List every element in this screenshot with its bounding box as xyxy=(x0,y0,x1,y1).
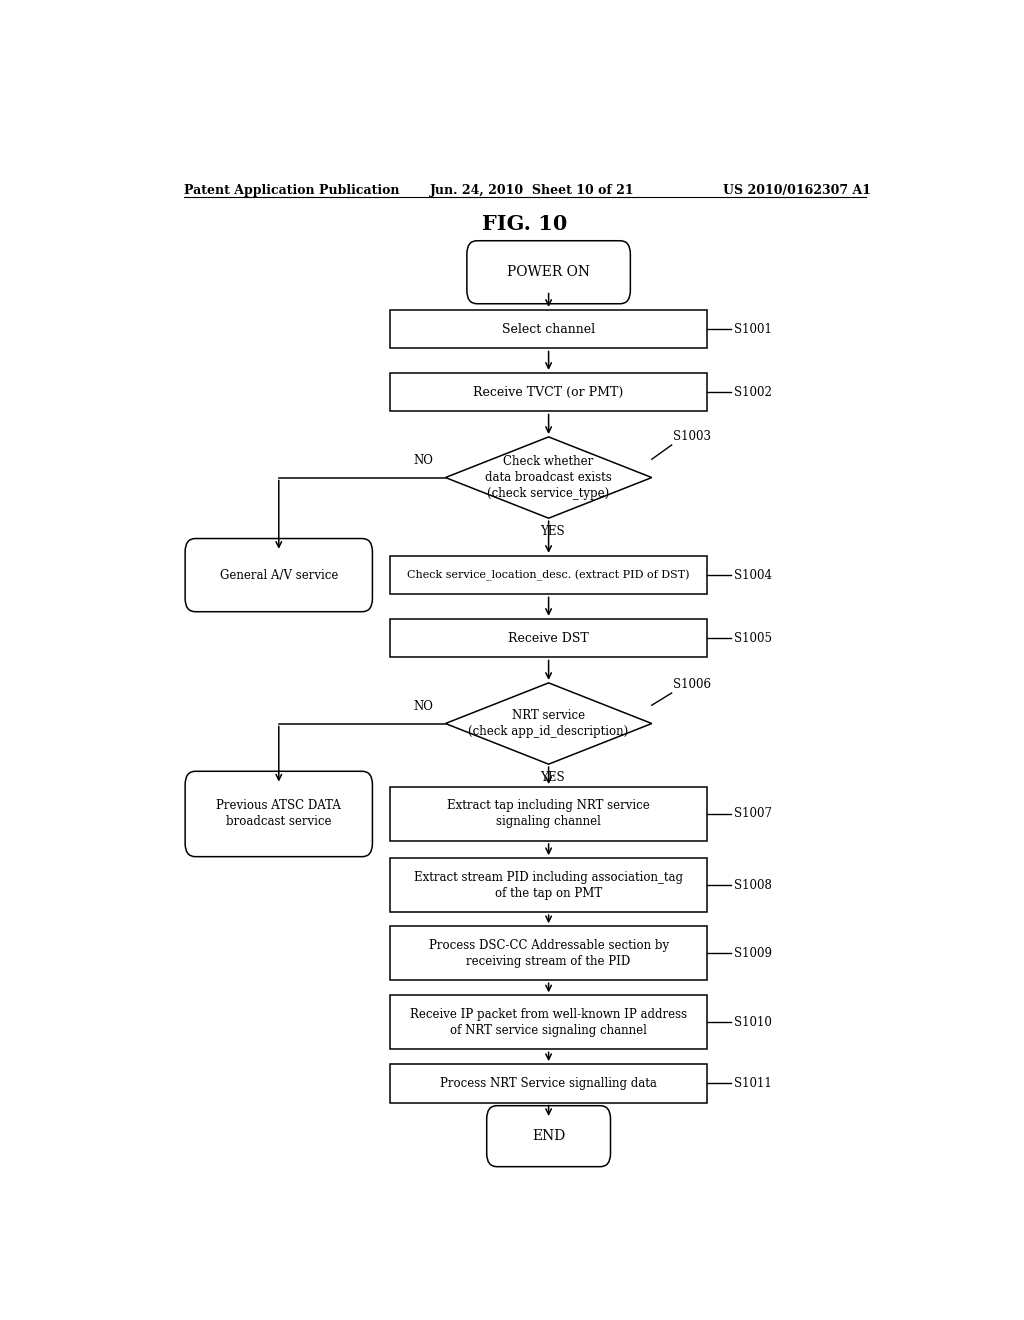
Text: S1001: S1001 xyxy=(733,322,771,335)
Text: Receive TVCT (or PMT): Receive TVCT (or PMT) xyxy=(473,385,624,399)
Text: NRT service
(check app_id_description): NRT service (check app_id_description) xyxy=(469,709,629,738)
FancyBboxPatch shape xyxy=(185,771,373,857)
Text: Previous ATSC DATA
broadcast service: Previous ATSC DATA broadcast service xyxy=(216,800,341,829)
Text: END: END xyxy=(532,1129,565,1143)
Text: NO: NO xyxy=(414,454,433,467)
FancyBboxPatch shape xyxy=(390,556,708,594)
Text: Process NRT Service signalling data: Process NRT Service signalling data xyxy=(440,1077,657,1090)
Text: S1009: S1009 xyxy=(733,946,771,960)
Text: Process DSC-CC Addressable section by
receiving stream of the PID: Process DSC-CC Addressable section by re… xyxy=(429,939,669,968)
Text: Receive IP packet from well-known IP address
of NRT service signaling channel: Receive IP packet from well-known IP add… xyxy=(410,1008,687,1036)
FancyBboxPatch shape xyxy=(390,310,708,348)
FancyBboxPatch shape xyxy=(390,858,708,912)
FancyBboxPatch shape xyxy=(390,372,708,412)
FancyBboxPatch shape xyxy=(390,1064,708,1102)
Text: FIG. 10: FIG. 10 xyxy=(482,214,567,235)
Text: Check whether
data broadcast exists
(check service_type): Check whether data broadcast exists (che… xyxy=(485,455,612,500)
FancyBboxPatch shape xyxy=(390,995,708,1049)
Text: YES: YES xyxy=(541,771,565,784)
Text: S1004: S1004 xyxy=(733,569,771,582)
Text: NO: NO xyxy=(414,701,433,713)
Text: S1010: S1010 xyxy=(733,1016,771,1028)
Text: S1002: S1002 xyxy=(733,385,771,399)
Text: S1005: S1005 xyxy=(733,632,771,644)
Text: S1008: S1008 xyxy=(733,879,771,891)
FancyBboxPatch shape xyxy=(467,240,631,304)
Text: Patent Application Publication: Patent Application Publication xyxy=(183,183,399,197)
Text: Extract tap including NRT service
signaling channel: Extract tap including NRT service signal… xyxy=(447,800,650,829)
FancyBboxPatch shape xyxy=(486,1106,610,1167)
Polygon shape xyxy=(445,437,652,519)
Text: Check service_location_desc. (extract PID of DST): Check service_location_desc. (extract PI… xyxy=(408,569,690,581)
Text: General A/V service: General A/V service xyxy=(219,569,338,582)
FancyBboxPatch shape xyxy=(390,787,708,841)
Text: Select channel: Select channel xyxy=(502,322,595,335)
Text: YES: YES xyxy=(541,525,565,539)
Text: Receive DST: Receive DST xyxy=(508,632,589,644)
Text: S1006: S1006 xyxy=(673,678,712,690)
FancyBboxPatch shape xyxy=(390,927,708,981)
Polygon shape xyxy=(445,682,652,764)
FancyBboxPatch shape xyxy=(185,539,373,611)
Text: Extract stream PID including association_tag
of the tap on PMT: Extract stream PID including association… xyxy=(414,871,683,900)
Text: POWER ON: POWER ON xyxy=(507,265,590,280)
FancyBboxPatch shape xyxy=(390,619,708,657)
Text: S1007: S1007 xyxy=(733,808,771,821)
Text: Jun. 24, 2010  Sheet 10 of 21: Jun. 24, 2010 Sheet 10 of 21 xyxy=(430,183,634,197)
Text: US 2010/0162307 A1: US 2010/0162307 A1 xyxy=(723,183,871,197)
Text: S1003: S1003 xyxy=(673,430,712,444)
Text: S1011: S1011 xyxy=(733,1077,771,1090)
